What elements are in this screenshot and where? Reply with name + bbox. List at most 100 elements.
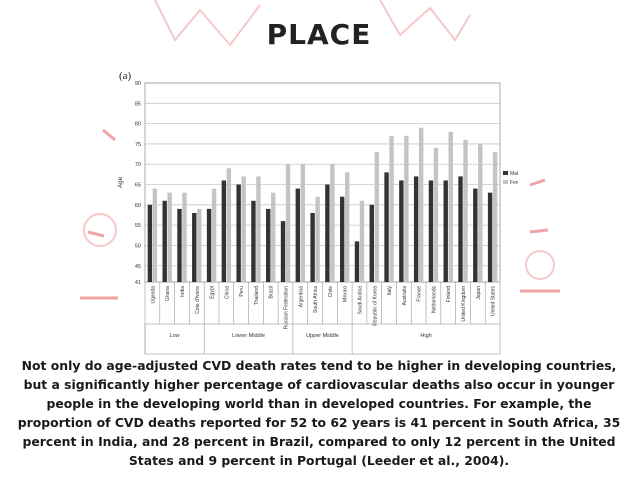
x-tick-label: Brazil <box>269 286 275 299</box>
bar-females <box>300 164 306 282</box>
x-tick-label: South Africa <box>313 286 319 313</box>
y-axis-label: Age <box>117 176 124 188</box>
bar-females <box>433 147 439 282</box>
legend-label: Males <box>510 171 518 177</box>
bar-males <box>310 212 315 282</box>
bar-males <box>325 184 330 282</box>
bar-males <box>384 172 389 282</box>
x-tick-label: France <box>417 286 423 302</box>
bar-females <box>285 164 291 282</box>
x-tick-label: Chile <box>328 286 334 298</box>
bar-males <box>221 180 227 282</box>
bar-males <box>473 188 478 282</box>
y-tick-label: 85 <box>135 101 141 107</box>
bar-females <box>152 188 158 282</box>
bar-females <box>211 188 217 282</box>
bar-females <box>418 127 424 283</box>
decorative-dash <box>529 178 546 187</box>
bar-males <box>280 221 286 282</box>
bar-males <box>266 208 271 282</box>
x-tick-label: Mexico <box>343 286 349 302</box>
group-label: Upper Middle <box>306 333 339 339</box>
bar-males <box>354 241 360 282</box>
bar-females <box>182 192 187 282</box>
bar-males <box>206 208 212 282</box>
bar-females <box>448 131 453 282</box>
group-label: High <box>420 333 431 339</box>
decorative-dash <box>87 230 105 238</box>
legend-swatch <box>503 171 508 175</box>
bar-chart: 41 45 50 55 60 65 70 75 80 85 90 Age Uganda Ghana Indi… <box>117 81 518 355</box>
caption-text: Not only do age-adjusted CVD death rates… <box>17 358 621 468</box>
bar-males <box>399 180 404 282</box>
bar-males <box>443 180 448 282</box>
decorative-circle <box>525 250 555 280</box>
bar-females <box>492 152 498 282</box>
x-tick-label: Russian Federation <box>284 286 290 330</box>
y-tick-label: 41 <box>135 280 141 286</box>
x-tick-label: Ghana <box>165 286 171 301</box>
decorative-stroke <box>154 0 261 47</box>
bar-males <box>428 180 434 282</box>
x-tick-label: Argentina <box>298 286 304 308</box>
x-tick-label: Netherlands <box>431 286 437 313</box>
bar-males <box>162 200 167 282</box>
bar-females <box>463 139 468 282</box>
y-tick-label: 65 <box>135 183 141 189</box>
x-tick-label: Cote d'Ivoire <box>195 286 201 314</box>
decorative-dash <box>102 128 116 142</box>
bar-females <box>359 200 365 282</box>
bar-males <box>147 204 153 282</box>
x-tick-label: Australia <box>402 286 408 306</box>
group-label: Lower Middle <box>232 333 265 339</box>
bar-females <box>271 192 276 282</box>
y-tick-label: 50 <box>135 243 141 249</box>
x-tick-label: Republic of Korea <box>372 286 378 326</box>
bar-males <box>192 212 197 282</box>
bar-males <box>251 200 256 282</box>
bar-males <box>413 176 419 282</box>
x-tick-label: Finland <box>446 286 452 303</box>
bar-females <box>315 196 320 282</box>
bar-males <box>339 196 345 282</box>
x-tick-label: Saudi Arabia <box>357 286 363 315</box>
decorative-circle <box>83 213 117 247</box>
x-tick-label: Thailand <box>254 286 260 305</box>
bar-males <box>295 188 301 282</box>
decorative-dash <box>529 228 549 234</box>
bar-females <box>344 172 350 282</box>
bar-females <box>404 135 409 282</box>
legend-swatch <box>503 180 508 184</box>
decorative-stroke <box>379 0 471 42</box>
y-tick-label: 90 <box>135 81 141 87</box>
bar-males <box>236 184 241 282</box>
x-tick-label: India <box>180 286 186 297</box>
y-tick-label: 60 <box>135 203 141 209</box>
x-tick-label: Egypt <box>210 285 216 298</box>
y-tick-label: 45 <box>135 264 141 270</box>
x-tick-label: United Kingdom <box>461 286 467 322</box>
bar-females <box>241 176 246 282</box>
bar-females <box>167 192 172 282</box>
bar-females <box>256 176 261 282</box>
x-tick-label: Italy <box>387 286 393 296</box>
x-tick-label: United States <box>491 286 497 317</box>
group-label: Low <box>170 333 180 339</box>
bar-females <box>226 168 232 282</box>
group-label-box <box>144 323 501 355</box>
x-tick-label: Peru <box>239 286 245 297</box>
panel-label: (a) <box>119 70 132 82</box>
y-tick-label: 80 <box>135 122 141 128</box>
bar-females <box>374 152 379 282</box>
y-tick-label: 75 <box>135 142 141 148</box>
bar-males <box>458 176 463 282</box>
page-title: PLACE <box>266 18 372 51</box>
y-tick-label: 70 <box>135 162 141 168</box>
bar-females <box>478 143 483 282</box>
bar-males <box>177 208 182 282</box>
y-tick-label: 55 <box>135 223 141 229</box>
bar-males <box>487 192 493 282</box>
x-tick-label: Uganda <box>150 286 156 304</box>
bar-females <box>389 135 394 282</box>
